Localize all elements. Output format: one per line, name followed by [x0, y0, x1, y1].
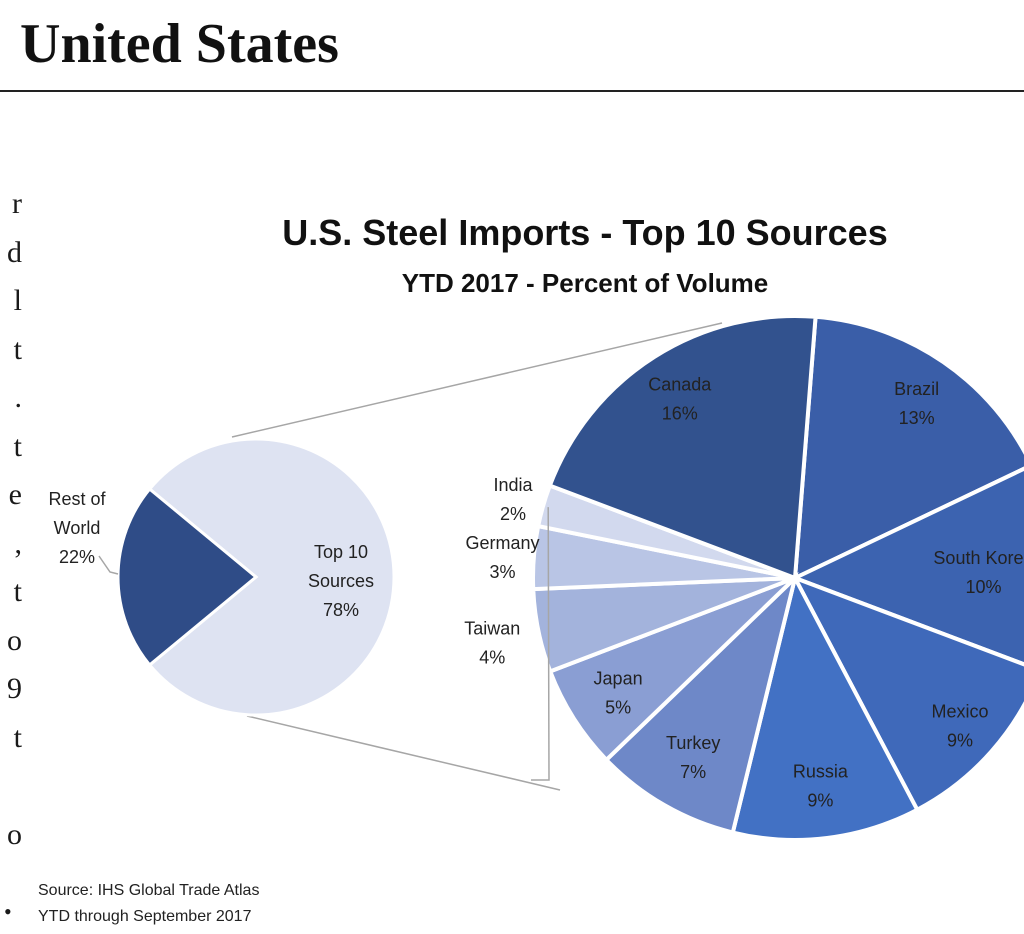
clipped-line-1: r	[12, 187, 22, 220]
label-mexico: Mexico 9%	[932, 702, 989, 751]
label-rest-of-world-line-1: Rest of	[48, 489, 106, 509]
connector-bottom	[246, 715, 561, 791]
note-bullet: •	[4, 899, 12, 924]
label-russia: Russia 9%	[793, 761, 849, 810]
label-mexico-line-1: Mexico	[932, 702, 989, 722]
label-top-10-sources: Top 10 Sources 78%	[308, 542, 374, 620]
slice-top-10-sources	[147, 437, 396, 717]
label-top-10-sources-line-3: 78%	[323, 600, 359, 620]
clipped-line-3: l	[13, 284, 22, 317]
label-brazil: Brazil 13%	[894, 379, 939, 428]
page-title: United States	[20, 13, 339, 75]
label-canada-line-1: Canada	[648, 375, 712, 395]
label-russia-line-1: Russia	[793, 761, 849, 781]
source-note: Source: IHS Global Trade Atlas	[38, 882, 259, 899]
label-japan-line-1: Japan	[594, 668, 643, 688]
clipped-line-8: ,	[14, 526, 23, 560]
clipped-line-11: 9	[7, 672, 22, 705]
clipped-body-text: r d l t . t e , t o 9 t o	[0, 180, 22, 859]
label-india: India 2%	[493, 475, 533, 524]
slice-brazil	[792, 314, 1024, 582]
label-top-10-sources-line-1: Top 10	[314, 542, 368, 562]
label-brazil-line-1: Brazil	[894, 379, 939, 399]
label-south-korea-line-2: 10%	[965, 577, 1001, 597]
slice-canada	[547, 314, 818, 581]
connector-top	[231, 322, 723, 438]
clipped-line-4: t	[13, 332, 22, 366]
clipped-line-9: t	[13, 575, 22, 608]
label-taiwan-line-1: Taiwan	[464, 618, 520, 638]
summary-pie	[116, 437, 396, 717]
labels-layer: Top 10 Sources 78% Rest of World 22% Brazil 13%…	[48, 375, 1024, 811]
label-south-korea: South Korea 10%	[933, 548, 1024, 597]
slice-mexico	[790, 574, 1024, 813]
slice-south-korea	[789, 466, 1024, 667]
label-taiwan-line-2: 4%	[479, 647, 505, 667]
label-brazil-line-2: 13%	[899, 408, 935, 428]
title-divider	[0, 90, 1024, 92]
label-russia-line-2: 9%	[807, 790, 833, 810]
clipped-line-14: o	[7, 817, 22, 851]
label-germany-line-2: 3%	[489, 562, 515, 582]
clipped-line-12: t	[13, 720, 22, 754]
clipped-line-2: d	[7, 235, 22, 269]
label-canada-line-2: 16%	[662, 404, 698, 424]
label-germany: Germany 3%	[465, 533, 539, 582]
label-south-korea-line-1: South Korea	[933, 548, 1024, 568]
clipped-line-6: t	[13, 429, 22, 463]
label-turkey-line-1: Turkey	[666, 733, 720, 753]
label-japan: Japan 5%	[594, 668, 643, 717]
label-top-10-sources-line-2: Sources	[308, 571, 374, 591]
breakdown-pie	[531, 314, 1024, 842]
slice-turkey	[603, 571, 799, 835]
india-leader-line	[531, 507, 550, 781]
label-india-line-2: 2%	[500, 504, 526, 524]
label-germany-line-1: Germany	[465, 533, 539, 553]
label-rest-of-world-line-3: 22%	[59, 547, 95, 567]
slice-rest-of-world	[116, 486, 259, 668]
label-japan-line-2: 5%	[605, 697, 631, 717]
connector-layer	[231, 322, 723, 791]
label-turkey: Turkey 7%	[666, 733, 720, 782]
label-taiwan: Taiwan 4%	[464, 618, 520, 667]
slice-russia	[730, 572, 920, 842]
label-mexico-line-2: 9%	[947, 731, 973, 751]
label-turkey-line-2: 7%	[680, 762, 706, 782]
label-canada: Canada 16%	[648, 375, 712, 424]
label-rest-of-world-line-2: World	[54, 518, 101, 538]
clipped-line-10: o	[7, 623, 22, 657]
chart-title: U.S. Steel Imports - Top 10 Sources	[282, 212, 887, 253]
clipped-line-5: .	[14, 381, 23, 414]
period-note: YTD through September 2017	[38, 908, 252, 925]
label-india-line-1: India	[493, 475, 533, 495]
chart-subtitle: YTD 2017 - Percent of Volume	[402, 268, 769, 298]
rest-of-world-leader-line	[98, 555, 119, 575]
label-rest-of-world: Rest of World 22%	[48, 489, 106, 567]
clipped-line-7: e	[8, 478, 22, 511]
